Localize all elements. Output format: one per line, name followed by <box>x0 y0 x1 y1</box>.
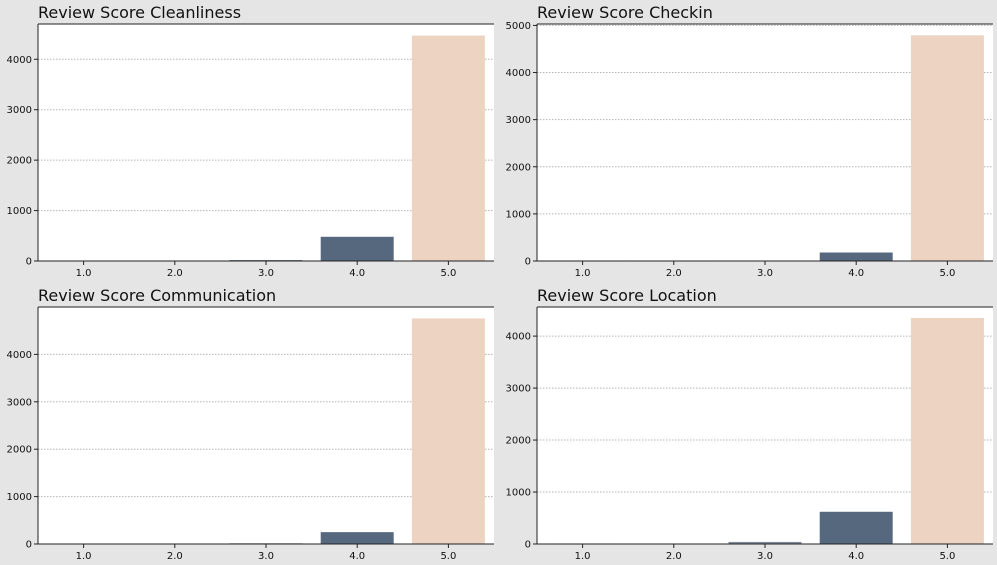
bar-5.0 <box>910 35 984 261</box>
y-tick-label: 2000 <box>7 445 32 456</box>
x-tick-label: 5.0 <box>939 268 955 279</box>
y-tick-label: 3000 <box>7 397 32 408</box>
x-tick-label: 3.0 <box>757 268 773 279</box>
x-tick-label: 1.0 <box>575 551 591 562</box>
y-tick-label: 0 <box>26 540 32 551</box>
y-tick-label: 5000 <box>506 21 531 32</box>
x-tick-label: 4.0 <box>848 551 864 562</box>
chart-panel-location: 0 1000 2000 3000 4000 1.0 2.0 3.0 4.0 5.0 Review S… <box>506 286 993 562</box>
bar-3.0 <box>229 259 303 261</box>
chart-title: Review Score Cleanliness <box>38 3 241 22</box>
bar-4.0 <box>819 252 893 261</box>
y-tick-label: 4000 <box>7 350 32 361</box>
x-tick-label: 2.0 <box>167 268 183 279</box>
y-tick-label: 1000 <box>7 206 32 217</box>
chart-panel-cleanliness: 0 1000 2000 3000 4000 1.0 2.0 3.0 4.0 5.0 Review S… <box>7 3 494 279</box>
y-tick-label: 0 <box>26 257 32 268</box>
y-tick-label: 4000 <box>7 55 32 66</box>
y-tick-label: 3000 <box>506 384 531 395</box>
chart-panel-checkin: 0 1000 2000 3000 4000 5000 1.0 2.0 3.0 4.0 5.0 Revi… <box>506 3 993 279</box>
bar-5.0 <box>910 317 984 544</box>
y-tick-label: 1000 <box>7 492 32 503</box>
x-tick-label: 3.0 <box>258 551 274 562</box>
y-tick-label: 0 <box>525 540 531 551</box>
x-tick-label: 1.0 <box>76 268 92 279</box>
y-tick-label: 3000 <box>7 105 32 116</box>
bar-3.0 <box>728 541 802 544</box>
bar-4.0 <box>819 511 893 544</box>
x-tick-label: 4.0 <box>349 551 365 562</box>
y-tick-label: 2000 <box>506 162 531 173</box>
x-tick-label: 5.0 <box>440 551 456 562</box>
y-tick-label: 4000 <box>506 332 531 343</box>
y-tick-label: 1000 <box>506 209 531 220</box>
bar-4.0 <box>320 532 394 544</box>
chart-title: Review Score Communication <box>38 286 276 305</box>
y-tick-label: 3000 <box>506 115 531 126</box>
x-tick-label: 4.0 <box>349 268 365 279</box>
y-tick-label: 2000 <box>7 156 32 167</box>
y-tick-label: 2000 <box>506 436 531 447</box>
x-tick-label: 2.0 <box>666 551 682 562</box>
bar-4.0 <box>320 236 394 261</box>
bar-5.0 <box>411 318 485 544</box>
x-tick-label: 1.0 <box>76 551 92 562</box>
y-tick-label: 1000 <box>506 488 531 499</box>
bar-5.0 <box>411 35 485 262</box>
x-tick-label: 5.0 <box>440 268 456 279</box>
chart-title: Review Score Location <box>537 286 717 305</box>
x-tick-label: 5.0 <box>939 551 955 562</box>
chart-panel-communication: 0 1000 2000 3000 4000 1.0 2.0 3.0 4.0 5.0 Review S… <box>7 286 494 562</box>
x-tick-label: 3.0 <box>258 268 274 279</box>
x-tick-label: 4.0 <box>848 268 864 279</box>
y-tick-label: 0 <box>525 257 531 268</box>
x-tick-label: 1.0 <box>575 268 591 279</box>
y-tick-label: 4000 <box>506 68 531 79</box>
chart-title: Review Score Checkin <box>537 3 713 22</box>
x-tick-label: 2.0 <box>167 551 183 562</box>
x-tick-label: 2.0 <box>666 268 682 279</box>
x-tick-label: 3.0 <box>757 551 773 562</box>
